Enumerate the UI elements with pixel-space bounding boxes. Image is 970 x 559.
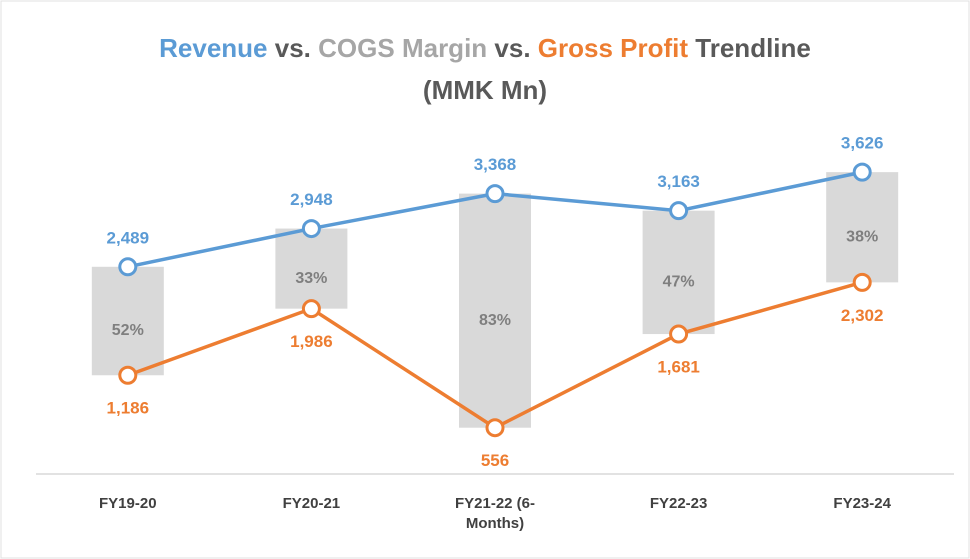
point	[852, 162, 872, 182]
title-part: Gross Profit	[538, 33, 689, 63]
x-tick-label: FY19-20	[99, 495, 157, 512]
chart-title: Revenue vs. COGS Margin vs. Gross Profit…	[159, 33, 811, 63]
data-label: 2,489	[107, 228, 150, 247]
data-label: 2,302	[841, 306, 884, 325]
margin-label: 47%	[663, 274, 695, 291]
point	[669, 201, 689, 221]
margin-bar	[275, 228, 348, 309]
point	[852, 272, 872, 292]
margin-bar	[826, 172, 899, 283]
title-part: COGS Margin	[318, 33, 487, 63]
x-tick-label: FY20-21	[282, 495, 341, 512]
x-tick-label: FY23-24	[833, 495, 891, 512]
data-label: 2,948	[290, 190, 333, 209]
point	[485, 184, 505, 204]
margin-label: 38%	[846, 228, 878, 245]
data-label: 1,986	[290, 332, 333, 351]
title-part: Revenue	[159, 33, 267, 63]
margin-bar	[459, 193, 531, 428]
title-part: vs.	[275, 33, 311, 63]
data-label: 3,626	[841, 134, 884, 153]
x-tick-label: FY21-22 (6-Months)	[454, 495, 536, 532]
point	[485, 418, 505, 438]
margin-label: 52%	[112, 322, 144, 339]
chart-subtitle: (MMK Mn)	[423, 75, 547, 105]
data-label: 1,681	[657, 358, 700, 377]
margin-bar	[642, 210, 715, 335]
point	[118, 365, 138, 385]
margin-label: 83%	[479, 312, 511, 329]
data-label: 1,186	[107, 399, 150, 418]
margin-bar	[91, 266, 164, 376]
point	[118, 257, 138, 277]
point	[669, 324, 689, 344]
title-part: vs.	[494, 33, 530, 63]
x-tick-label: FY22-23	[649, 495, 708, 512]
data-label: 3,163	[657, 172, 700, 191]
title-part: Trendline	[695, 33, 811, 63]
data-label: 3,368	[474, 155, 517, 174]
point	[301, 219, 321, 239]
margin-label: 33%	[295, 270, 327, 287]
point	[301, 299, 321, 319]
data-label: 556	[481, 451, 509, 470]
